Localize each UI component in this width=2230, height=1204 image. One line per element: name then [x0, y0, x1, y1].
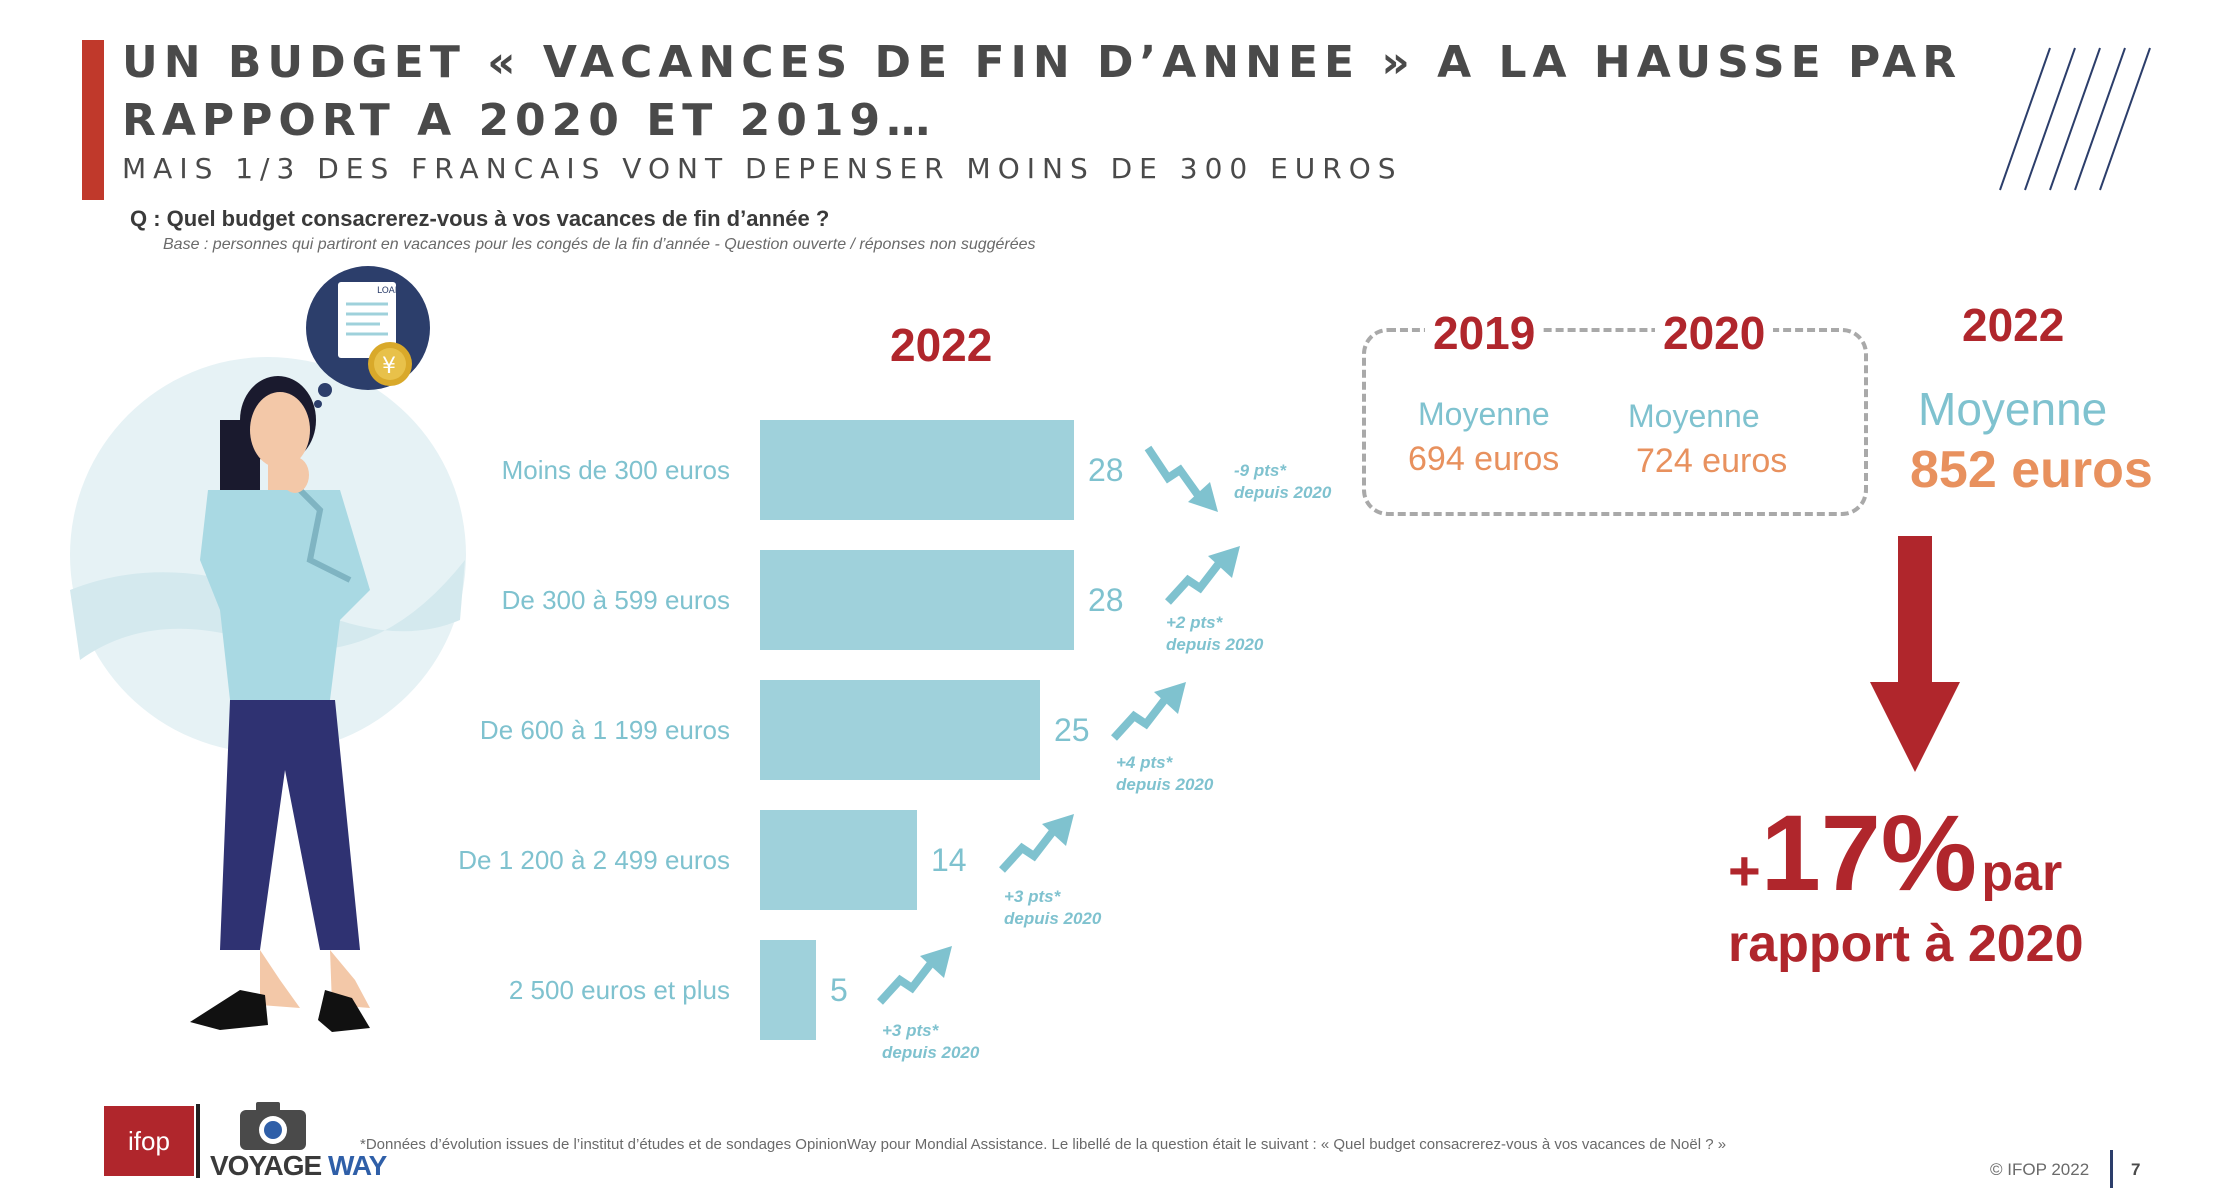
evolution-since: depuis 2020: [1004, 909, 1102, 928]
down-arrow-icon: [1870, 536, 1960, 772]
logo-voyage: VOYAGE: [210, 1150, 322, 1181]
survey-base: Base : personnes qui partiront en vacanc…: [163, 236, 1036, 253]
loan-doc-label: LOAN: [377, 286, 402, 296]
trend-up-icon: [999, 814, 1074, 873]
year-2022-label: 2022: [1962, 299, 2065, 351]
evolution-change: +3 pts*: [882, 1021, 939, 1040]
bar: [760, 420, 1074, 520]
title-accent-bar: [82, 40, 104, 200]
evolution-since: depuis 2020: [882, 1043, 980, 1062]
trend-up-icon: [877, 946, 952, 1005]
decorative-stripes: [1999, 47, 2151, 191]
evolution-note: +2 pts* depuis 2020: [1166, 612, 1263, 656]
year-2020-label: 2020: [1655, 306, 1774, 360]
bar-value-label: 25: [1054, 712, 1090, 748]
category-label: De 1 200 à 2 499 euros: [458, 845, 730, 875]
evolution-since: depuis 2020: [1234, 483, 1332, 502]
bar: [760, 940, 816, 1040]
previous-averages-box: [1362, 328, 1868, 516]
bar: [760, 680, 1040, 780]
category-label: Moins de 300 euros: [501, 455, 730, 485]
footnote: *Données d’évolution issues de l’institu…: [360, 1136, 1727, 1153]
category-label: De 300 à 599 euros: [501, 585, 730, 615]
logo-way: WAY: [328, 1150, 387, 1181]
plus-sign: +: [1728, 839, 1761, 902]
bar: [760, 550, 1074, 650]
evolution-change: +2 pts*: [1166, 613, 1223, 632]
logo-separator: [196, 1104, 200, 1178]
chart-title: 2022: [890, 319, 993, 371]
average-label: Moyenne: [1628, 398, 1760, 434]
evolution-note: +3 pts* depuis 2020: [1004, 886, 1101, 930]
bar-value-label: 28: [1088, 452, 1124, 488]
increase-comparison: rapport à 2020: [1728, 915, 2084, 973]
increase-percent: 17%: [1760, 792, 1977, 913]
page-subtitle: MAIS 1/3 DES FRANCAIS VONT DEPENSER MOIN…: [122, 152, 1403, 185]
yen-coin-icon: ¥: [382, 354, 396, 379]
thinking-woman-illustration: LOAN ¥: [70, 266, 466, 1032]
average-value-2022: 852 euros: [1910, 441, 2153, 499]
copyright: © IFOP 2022: [1990, 1160, 2090, 1179]
category-label: 2 500 euros et plus: [508, 975, 730, 1005]
evolution-note: -9 pts* depuis 2020: [1234, 460, 1331, 504]
bar: [760, 810, 917, 910]
evolution-note: +4 pts* depuis 2020: [1116, 752, 1213, 796]
average-label: Moyenne: [1418, 396, 1550, 432]
survey-question: Q : Quel budget consacrerez-vous à vos v…: [130, 206, 830, 231]
ifop-logo: ifop: [104, 1106, 194, 1176]
evolution-since: depuis 2020: [1166, 635, 1264, 654]
voyage-way-logo: VOYAGE WAY: [210, 1150, 387, 1182]
footer-separator: [2110, 1150, 2113, 1188]
trend-up-icon: [1165, 546, 1240, 605]
increase-par: par: [1981, 844, 2063, 902]
category-label: De 600 à 1 199 euros: [479, 715, 730, 745]
trend-up-icon: [1111, 682, 1186, 741]
average-value-2019: 694 euros: [1408, 440, 1560, 478]
bar-value-label: 5: [830, 972, 848, 1008]
evolution-change: -9 pts*: [1234, 461, 1286, 480]
camera-icon: [240, 1102, 306, 1150]
year-2019-label: 2019: [1425, 306, 1544, 360]
evolution-change: +3 pts*: [1004, 887, 1061, 906]
evolution-change: +4 pts*: [1116, 753, 1173, 772]
bar-value-label: 28: [1088, 582, 1124, 618]
increase-highlight: +17% par: [1728, 790, 2062, 915]
bar-value-label: 14: [931, 842, 967, 878]
average-value-2020: 724 euros: [1636, 442, 1788, 480]
evolution-note: +3 pts* depuis 2020: [882, 1020, 979, 1064]
evolution-since: depuis 2020: [1116, 775, 1214, 794]
average-label-2022: Moyenne: [1918, 383, 2108, 435]
trend-down-icon: [1144, 445, 1218, 512]
page-number: 7: [2131, 1160, 2141, 1179]
page-title: UN BUDGET « VACANCES DE FIN D’ANNEE » A …: [122, 37, 1963, 146]
